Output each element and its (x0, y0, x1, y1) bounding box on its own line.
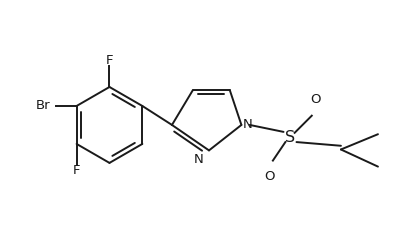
Text: S: S (285, 130, 295, 145)
Text: Br: Br (36, 99, 51, 113)
Text: N: N (194, 153, 204, 166)
Text: F: F (106, 54, 113, 67)
Text: O: O (310, 93, 321, 106)
Text: O: O (264, 170, 275, 183)
Text: N: N (242, 118, 252, 131)
Text: F: F (73, 164, 80, 177)
